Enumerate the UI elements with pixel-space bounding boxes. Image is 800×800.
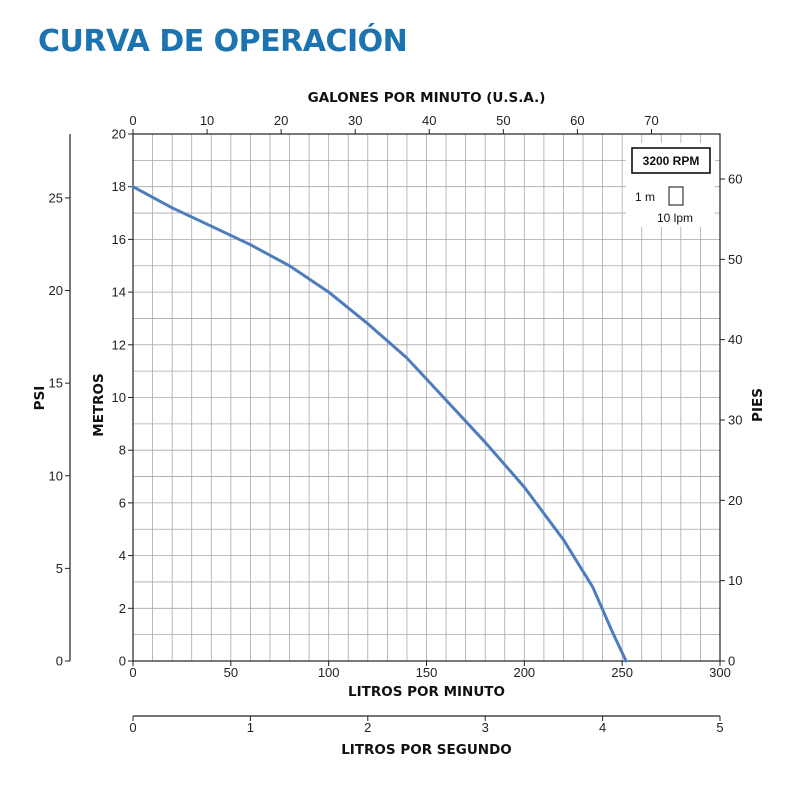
right-tick-label: 0 <box>728 654 735 669</box>
legend-rpm-label: 3200 RPM <box>643 154 700 168</box>
legend-rpm-box <box>631 147 711 174</box>
right-tick-label: 40 <box>728 332 742 347</box>
top-axis-title: GALONES POR MINUTO (U.S.A.) <box>308 90 546 106</box>
legend-grid-cell <box>668 186 684 206</box>
performance-curve-line <box>131 185 628 663</box>
bottom-tick-label: 200 <box>513 665 535 680</box>
top-tick-label: 40 <box>422 113 436 128</box>
page-title: CURVA DE OPERACIÓN <box>38 24 408 59</box>
psi-tick-label: 20 <box>49 283 63 298</box>
top-tick-label: 50 <box>496 113 510 128</box>
top-tick-label: 30 <box>348 113 362 128</box>
bottom-tick-label: 0 <box>129 665 136 680</box>
chart-series <box>131 185 628 663</box>
bottom-tick-label: 250 <box>611 665 633 680</box>
left-tick-label: 18 <box>112 179 126 194</box>
right-axis-title: PIES <box>750 388 766 422</box>
lps-tick-label: 1 <box>247 720 254 735</box>
right-tick-label: 50 <box>728 252 742 267</box>
bottom-tick-label: 150 <box>416 665 438 680</box>
psi-axis-title: PSI <box>32 386 48 411</box>
bottom-axis-title: LITROS POR MINUTO <box>348 684 505 700</box>
top-tick-label: 10 <box>200 113 214 128</box>
top-tick-label: 0 <box>129 113 136 128</box>
psi-tick-label: 25 <box>49 190 63 205</box>
chart-grid <box>133 134 720 661</box>
lps-tick-label: 5 <box>716 720 723 735</box>
lps-tick-label: 2 <box>364 720 371 735</box>
right-tick-label: 30 <box>728 412 742 427</box>
right-tick-label: 60 <box>728 171 742 186</box>
left-tick-label: 8 <box>119 443 126 458</box>
left-tick-label: 4 <box>119 548 126 563</box>
top-tick-label: 70 <box>644 113 658 128</box>
lps-axis-title: LITROS POR SEGUNDO <box>341 742 512 758</box>
left-tick-label: 20 <box>112 127 126 142</box>
bottom-tick-label: 50 <box>224 665 238 680</box>
left-tick-label: 6 <box>119 495 126 510</box>
left-tick-label: 0 <box>119 654 126 669</box>
left-tick-label: 10 <box>112 390 126 405</box>
lps-tick-label: 3 <box>482 720 489 735</box>
psi-tick-label: 10 <box>49 468 63 483</box>
lps-tick-label: 4 <box>599 720 606 735</box>
top-tick-label: 60 <box>570 113 584 128</box>
psi-tick-label: 0 <box>56 654 63 669</box>
legend-x-unit-label: 10 lpm <box>657 211 693 225</box>
psi-tick-label: 5 <box>56 561 63 576</box>
top-tick-label: 20 <box>274 113 288 128</box>
left-tick-label: 12 <box>112 337 126 352</box>
psi-tick-label: 15 <box>49 376 63 391</box>
right-tick-label: 20 <box>728 493 742 508</box>
left-axis-title: METROS <box>91 373 107 436</box>
chart-legend: 3200 RPM 1 m 10 lpm <box>626 143 715 227</box>
lps-tick-label: 0 <box>129 720 136 735</box>
right-tick-label: 10 <box>728 573 742 588</box>
left-tick-label: 16 <box>112 232 126 247</box>
left-tick-label: 2 <box>119 601 126 616</box>
legend-y-unit-label: 1 m <box>635 190 655 204</box>
left-tick-label: 14 <box>112 285 126 300</box>
bottom-tick-label: 100 <box>318 665 340 680</box>
bottom-tick-label: 300 <box>709 665 731 680</box>
